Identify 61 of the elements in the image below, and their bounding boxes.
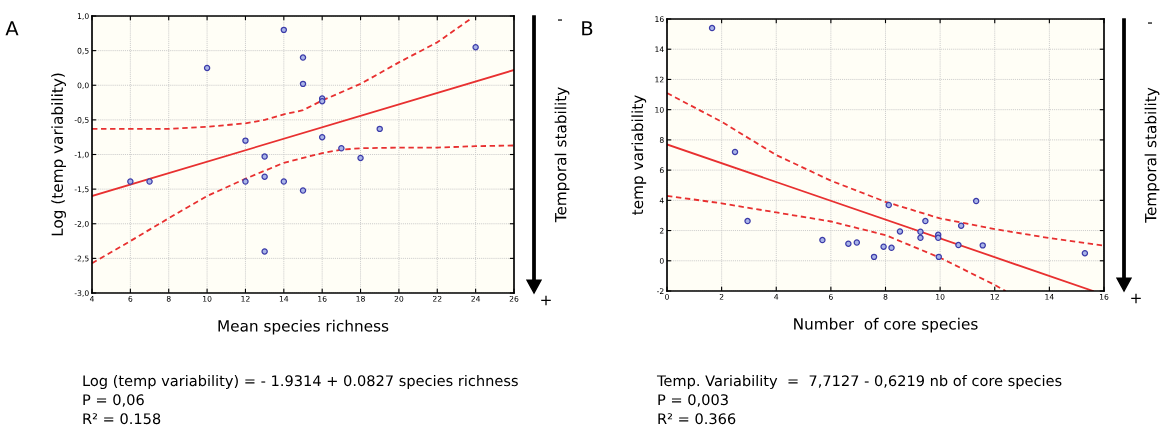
point — [261, 153, 268, 160]
x-axis-title: Mean species richness — [218, 319, 389, 335]
text: A — [5, 21, 19, 36]
text: + — [541, 295, 551, 306]
point — [917, 228, 924, 235]
text: + — [1131, 293, 1141, 304]
x-axis-title: Number of core species — [794, 317, 978, 333]
point — [242, 137, 249, 144]
line-series — [92, 17, 473, 130]
point — [888, 244, 895, 252]
point — [338, 145, 345, 152]
point — [472, 43, 479, 51]
point — [972, 197, 980, 205]
text: R² = 0.366 — [658, 413, 736, 425]
point — [1081, 249, 1089, 257]
point — [922, 217, 929, 225]
point — [261, 248, 268, 255]
point — [934, 234, 942, 242]
point — [708, 24, 716, 32]
point — [957, 222, 965, 229]
point — [935, 253, 942, 261]
point — [203, 64, 211, 72]
point — [917, 234, 924, 242]
point — [880, 243, 887, 250]
point — [896, 228, 904, 235]
point — [744, 217, 751, 225]
y-axis-title: temp variability — [631, 95, 647, 215]
text: Log (temp variability) = - 1.9314 + 0.0827 species richness — [83, 374, 518, 390]
line-series — [667, 194, 1007, 291]
text: P = 0,06 — [83, 394, 144, 407]
point — [280, 26, 288, 34]
point — [127, 178, 134, 185]
point — [146, 178, 153, 185]
line-series — [92, 144, 514, 265]
point — [299, 187, 307, 194]
point — [819, 236, 826, 244]
text: - — [557, 19, 563, 21]
text: R² = 0.158 — [83, 413, 161, 425]
text: Temporal stability — [554, 87, 570, 223]
point — [870, 253, 878, 261]
point — [261, 173, 268, 180]
line-series — [667, 92, 1104, 247]
point — [299, 80, 307, 88]
point — [299, 54, 307, 61]
point — [242, 178, 249, 185]
text: - — [1147, 22, 1153, 24]
text: Temporal stability — [1144, 87, 1160, 223]
point — [845, 240, 852, 247]
point — [885, 201, 893, 209]
point — [280, 178, 288, 185]
point — [955, 241, 962, 249]
text: P = 0,003 — [658, 394, 728, 407]
text: Temp. Variability = 7,7127 - 0,6219 nb of core species — [656, 374, 1062, 390]
y-axis-title: Log (temp variability) — [51, 73, 66, 236]
point — [318, 133, 326, 141]
point — [853, 239, 861, 246]
point — [979, 242, 986, 249]
point — [357, 154, 364, 162]
point — [731, 148, 739, 156]
text: B — [582, 21, 593, 36]
point — [376, 125, 383, 133]
